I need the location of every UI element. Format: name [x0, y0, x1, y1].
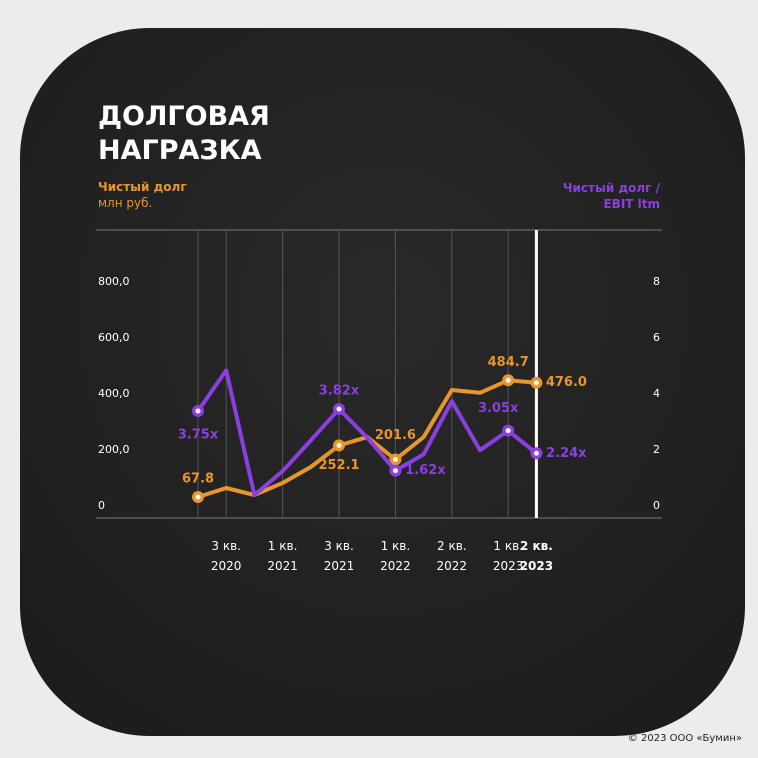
point-center	[533, 450, 539, 456]
value-label: 476.0	[546, 375, 587, 390]
x-tick-label: 1 кв. 2023	[492, 539, 524, 573]
y-tick-label: 400,0	[98, 387, 130, 400]
x-tick-label: 3 кв. 2021	[323, 539, 355, 573]
y-axis-label: Чистый долг	[98, 180, 187, 194]
y-axis-unit: млн руб.	[98, 196, 153, 210]
x-tick-label: 3 кв. 2020	[210, 539, 242, 573]
point-center	[392, 468, 398, 474]
value-label: 1.62x	[405, 463, 446, 478]
value-label: 67.8	[182, 472, 214, 487]
point-center	[505, 428, 511, 434]
y-tick-label: 0	[98, 499, 105, 512]
x-tick-label: 2 кв. 2023	[519, 539, 554, 573]
x-tick-label: 1 кв. 2022	[380, 539, 411, 573]
series-line	[196, 368, 538, 497]
value-label: 484.7	[488, 355, 529, 370]
x-tick-label: 2 кв. 2022	[436, 539, 468, 573]
y2-tick-label: 8	[653, 275, 660, 288]
card	[20, 28, 745, 736]
y-tick-label: 800,0	[98, 275, 130, 288]
value-label: 2.24x	[546, 446, 587, 461]
value-label: 3.05x	[478, 401, 519, 416]
y2-axis-label: Чистый долг / EBIT ltm	[562, 181, 660, 211]
point-center	[336, 406, 342, 412]
value-label: 3.75x	[178, 428, 219, 443]
value-label: 3.82x	[319, 384, 360, 399]
value-label: 201.6	[375, 428, 416, 443]
point-center	[533, 380, 539, 386]
value-label: 252.1	[318, 458, 359, 473]
y2-tick-label: 4	[653, 387, 660, 400]
y2-tick-label: 0	[653, 499, 660, 512]
y-tick-label: 600,0	[98, 331, 130, 344]
y2-tick-label: 6	[653, 331, 660, 344]
point-center	[336, 442, 342, 448]
point-center	[392, 457, 398, 463]
point-center	[195, 494, 201, 500]
footer: © 2023 ООО «Бумин»	[627, 733, 742, 744]
chart-title: ДОЛГОВАЯ НАГРАЗКА	[98, 101, 270, 166]
y2-tick-label: 2	[653, 443, 660, 456]
x-tick-label: 1 кв. 2021	[267, 539, 298, 573]
y-tick-label: 200,0	[98, 443, 130, 456]
point-center	[195, 408, 201, 414]
point-center	[505, 377, 511, 383]
